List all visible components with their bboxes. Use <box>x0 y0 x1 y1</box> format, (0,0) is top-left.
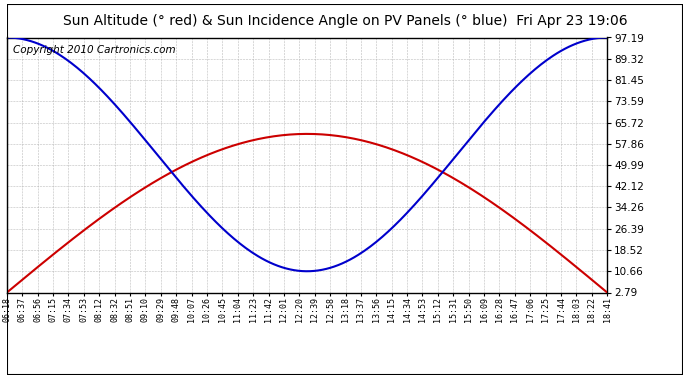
Text: Sun Altitude (° red) & Sun Incidence Angle on PV Panels (° blue)  Fri Apr 23 19:: Sun Altitude (° red) & Sun Incidence Ang… <box>63 13 627 28</box>
Text: Copyright 2010 Cartronics.com: Copyright 2010 Cartronics.com <box>13 45 175 55</box>
